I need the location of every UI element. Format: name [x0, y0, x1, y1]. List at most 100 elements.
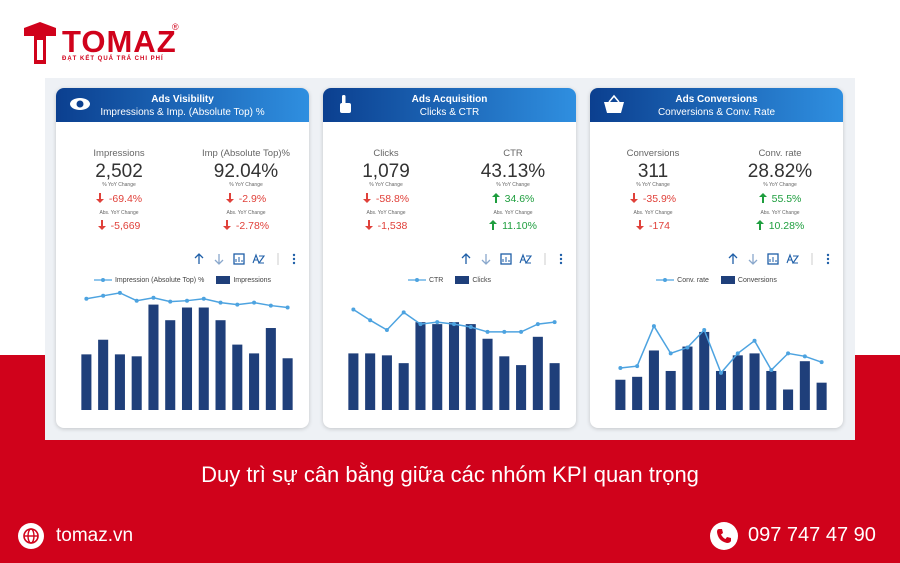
swatch-bar [720, 276, 735, 284]
kpi-card: Ads Visibility Impressions & Imp. (Absolu… [56, 88, 309, 428]
abs-change: -2.78% [183, 220, 309, 232]
trend-arrow [635, 220, 644, 230]
bar [816, 382, 827, 410]
abs-change: -5,669 [56, 220, 182, 232]
trend-arrow [362, 193, 371, 203]
trend-arrow [95, 193, 104, 203]
toolbar [461, 253, 563, 265]
bar [615, 379, 626, 410]
abs-value: -5,669 [110, 220, 141, 232]
bar [783, 389, 794, 410]
line-point [452, 322, 456, 327]
legend-line-swatch [407, 278, 426, 282]
swatch-bar [455, 276, 470, 284]
card-header: Ads Acquisition Clicks & CTR [323, 88, 576, 122]
bar [131, 356, 142, 410]
abs-label: Abs. YoY Change [633, 210, 673, 216]
yoy-value: -58.8% [375, 193, 410, 205]
metric: Conversions 311% YoY Change Abs. YoY Chang… [590, 88, 716, 238]
line-point [268, 303, 273, 308]
line-point [752, 338, 757, 343]
abs-label: Abs. YoY Change [493, 210, 533, 216]
swatch-bar [216, 276, 231, 284]
bar [81, 354, 92, 410]
card-title: Ads Acquisition [411, 94, 488, 105]
bar [181, 307, 193, 410]
arrow-shape [225, 193, 234, 203]
card-title: Ads Conversions [675, 94, 758, 105]
abs-change: 11.10% [450, 220, 576, 232]
line-point [218, 300, 223, 305]
line-point [802, 354, 807, 359]
bar [482, 338, 493, 410]
card-subtitle: Impressions & Imp. (Absolute Top) % [100, 107, 265, 118]
legend-bar-name: Clicks [472, 276, 492, 284]
yoy-change: -58.8% [323, 193, 449, 205]
metric: Conv. rate 28.82%% YoY Change Abs. YoY Cha… [717, 88, 843, 238]
yoy-change: -2.9% [183, 193, 309, 205]
arrow-shape [629, 193, 638, 203]
yoy-label: % YoY Change [496, 182, 530, 188]
line-point [719, 370, 723, 375]
abs-change: -174 [590, 220, 716, 232]
caption: Duy trì sự cân bằng giữa các nhóm KPI qu… [201, 462, 699, 487]
yoy-label: % YoY Change [102, 182, 136, 188]
card-subtitle: Clicks & CTR [419, 107, 480, 118]
arrow-shape [95, 193, 104, 203]
line-point [535, 322, 540, 327]
line-point [351, 307, 356, 312]
phone[interactable]: 097 747 47 90 [748, 524, 876, 546]
combo-chart [348, 307, 560, 410]
legend-line-swatch [93, 278, 112, 282]
legend-bar-name: Impressions [233, 276, 272, 284]
legend-line-swatch [656, 278, 675, 282]
trend-arrow [629, 193, 638, 203]
abs-label: Abs. YoY Change [366, 210, 406, 216]
bar [432, 324, 443, 410]
line-point [702, 327, 707, 332]
trend-arrow [222, 220, 231, 230]
swatch-dot [663, 278, 668, 282]
line-point [485, 329, 490, 334]
bar [114, 354, 125, 410]
trend-arrow [489, 220, 498, 230]
legend-bar-swatch [455, 276, 470, 284]
line-point [368, 318, 373, 323]
arrow-shape [755, 220, 764, 230]
arrow-shape [364, 220, 373, 230]
yoy-change: 34.6% [450, 193, 576, 205]
arrow-shape [635, 220, 644, 230]
globe-icon [18, 523, 44, 549]
bar [198, 307, 209, 410]
combo-chart [615, 324, 827, 410]
line-point [201, 296, 206, 301]
toolbar [194, 253, 296, 265]
metric: Imp (Absolute Top)% 92.04%% YoY Change Abs… [183, 88, 309, 238]
arrow-shape [222, 220, 231, 230]
legend-line-name: Conv. rate [677, 276, 709, 284]
bar [448, 322, 460, 410]
yoy-value: -2.9% [238, 193, 267, 205]
bar [282, 358, 293, 410]
line-point [685, 345, 690, 350]
line-point [235, 302, 240, 307]
bar [265, 328, 276, 410]
metric-label: Impressions [93, 148, 145, 159]
bar [682, 346, 693, 410]
toolbar [728, 253, 830, 265]
legend: CTR Clicks [323, 276, 576, 284]
metric: Clicks 1,079% YoY Change Abs. YoY Change -5… [323, 88, 449, 238]
bar [98, 339, 109, 410]
brand-name: TOMAZ [62, 24, 177, 59]
phone-icon [710, 522, 738, 550]
card-icon [70, 98, 90, 110]
combo-chart [81, 290, 293, 410]
yoy-value: -35.9% [642, 193, 677, 205]
arrow-shape [758, 193, 767, 203]
yoy-label: % YoY Change [229, 182, 263, 188]
arrow-shape [491, 193, 500, 203]
legend-bar-swatch [216, 276, 231, 284]
abs-change: 10.28% [717, 220, 843, 232]
website[interactable]: tomaz.vn [56, 525, 134, 546]
trend-arrow [758, 193, 767, 203]
